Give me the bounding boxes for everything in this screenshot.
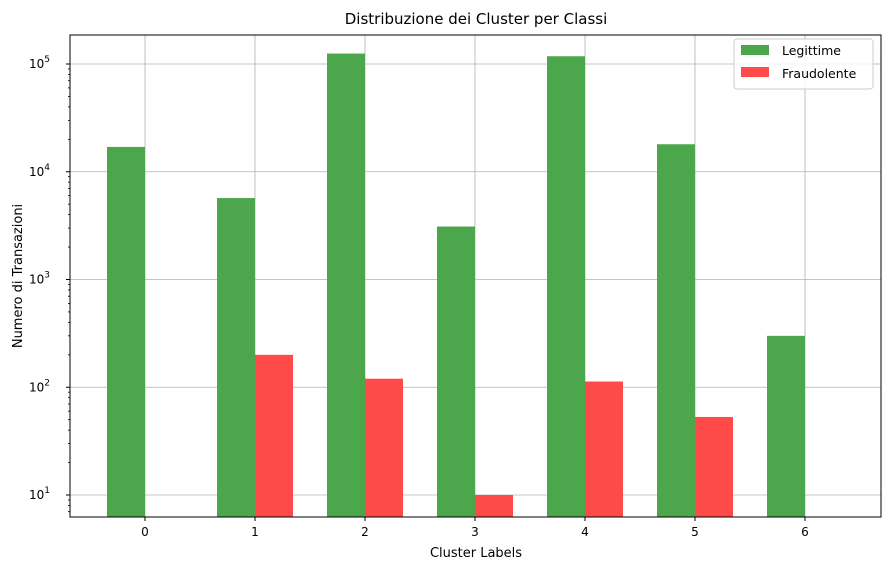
bar-legittime-cluster-0 [107, 146, 145, 517]
y-axis-ticks: 101 102 103 104 105 [29, 55, 70, 513]
bar-fraudolente-cluster-4 [585, 381, 623, 517]
y-tick-label: 103 [29, 271, 50, 287]
y-tick-label: 101 [29, 486, 50, 502]
y-tick-label: 102 [29, 378, 50, 394]
chart-title: Distribuzione dei Cluster per Classi [345, 10, 608, 28]
bars-layer [107, 53, 805, 518]
y-tick-label: 105 [29, 55, 50, 71]
x-tick-label: 5 [691, 525, 699, 539]
bar-legittime-cluster-4 [547, 56, 585, 518]
bar-legittime-cluster-1 [217, 198, 255, 517]
x-tick-label: 4 [581, 525, 589, 539]
bar-fraudolente-cluster-3 [475, 495, 513, 517]
x-tick-label: 2 [361, 525, 369, 539]
y-tick-label: 104 [29, 163, 50, 179]
bar-fraudolente-cluster-1 [255, 354, 293, 517]
legend-label-legittime: Legittime [782, 43, 841, 58]
x-tick-label: 3 [471, 525, 479, 539]
y-axis-label: Numero di Transazioni [11, 204, 26, 348]
bar-fraudolente-cluster-2 [365, 378, 403, 517]
bar-legittime-cluster-6 [767, 335, 805, 517]
legend-swatch-legittime [741, 45, 769, 55]
legend: Legittime Fraudolente [733, 38, 874, 90]
legend-swatch-fraudolente [741, 67, 769, 77]
bar-fraudolente-cluster-5 [695, 416, 733, 517]
x-tick-label: 1 [251, 525, 259, 539]
legend-label-fraudolente: Fraudolente [782, 66, 857, 81]
grid-lines [70, 35, 881, 517]
bar-legittime-cluster-5 [657, 144, 695, 517]
x-axis-label: Cluster Labels [430, 546, 522, 561]
bar-legittime-cluster-3 [437, 226, 475, 517]
x-tick-label: 0 [141, 525, 149, 539]
bar-legittime-cluster-2 [327, 53, 365, 517]
plot-area-frame [69, 34, 882, 518]
x-axis-ticks: 0 1 2 3 4 5 6 [141, 517, 809, 539]
x-tick-label: 6 [801, 525, 809, 539]
